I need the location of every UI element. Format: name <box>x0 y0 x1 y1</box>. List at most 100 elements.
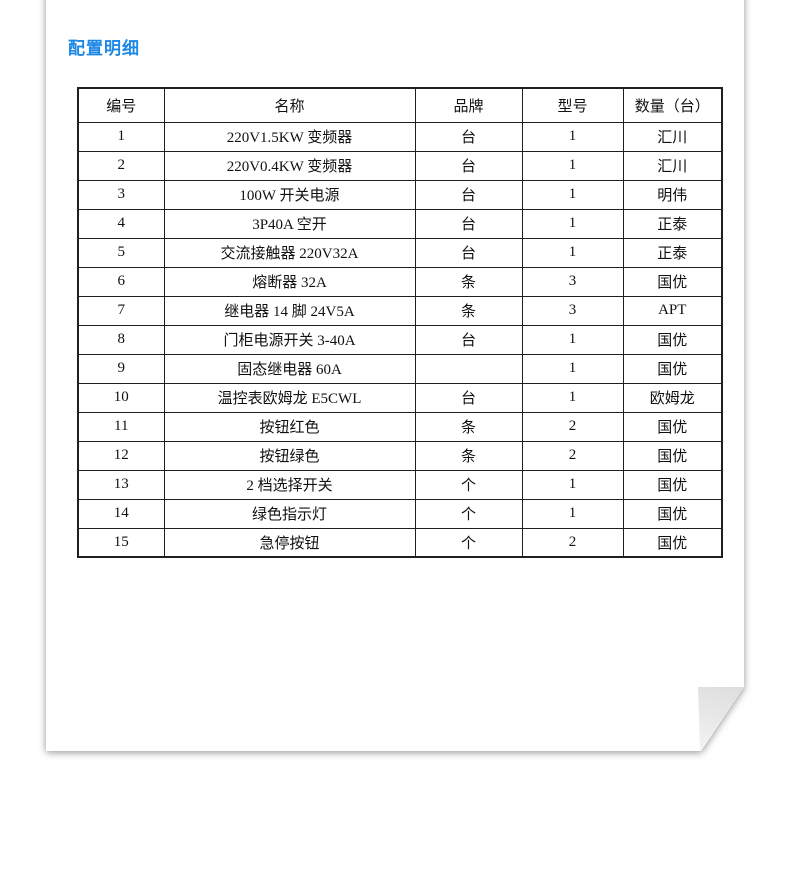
cell: 15 <box>78 528 164 557</box>
cell: 国优 <box>623 325 722 354</box>
cell: 正泰 <box>623 238 722 267</box>
cell: 7 <box>78 296 164 325</box>
cell: 3P40A 空开 <box>164 209 415 238</box>
cell: 13 <box>78 470 164 499</box>
cell: 门柜电源开关 3-40A <box>164 325 415 354</box>
cell: 条 <box>415 296 522 325</box>
cell: 2 <box>522 412 623 441</box>
cell: 220V0.4KW 变频器 <box>164 151 415 180</box>
cell: 10 <box>78 383 164 412</box>
cell: 熔断器 32A <box>164 267 415 296</box>
cell: 台 <box>415 209 522 238</box>
cell: 国优 <box>623 470 722 499</box>
table-row: 11 按钮红色条 2 国优 <box>78 412 722 441</box>
cell: 14 <box>78 499 164 528</box>
table-row: 15 急停按钮个 2 国优 <box>78 528 722 557</box>
page-fold-corner <box>698 687 744 751</box>
cell: 4 <box>78 209 164 238</box>
cell: 条 <box>415 267 522 296</box>
table-row: 2 220V0.4KW 变频器台 1 汇川 <box>78 151 722 180</box>
table-row: 13 2 档选择开关个 1 国优 <box>78 470 722 499</box>
cell: 220V1.5KW 变频器 <box>164 122 415 151</box>
cell: 2 <box>522 528 623 557</box>
cell: 3 <box>522 267 623 296</box>
cell: 条 <box>415 412 522 441</box>
cell: 欧姆龙 <box>623 383 722 412</box>
cell: 1 <box>522 470 623 499</box>
table-row: 14 绿色指示灯个 1 国优 <box>78 499 722 528</box>
cell: 3 <box>522 296 623 325</box>
cell: 100W 开关电源 <box>164 180 415 209</box>
cell: 1 <box>522 180 623 209</box>
cell: 按钮红色 <box>164 412 415 441</box>
header-cell-name: 名称 <box>164 88 415 122</box>
table-body: 1 220V1.5KW 变频器台 1 汇川 2 220V0.4KW 变频器台 1 汇川 3 100… <box>78 122 722 557</box>
cell: 汇川 <box>623 151 722 180</box>
header-cell-brand: 品牌 <box>415 88 522 122</box>
table-row: 6 熔断器 32A 条 3 国优 <box>78 267 722 296</box>
cell: 国优 <box>623 354 722 383</box>
cell: APT <box>623 296 722 325</box>
cell: 个 <box>415 528 522 557</box>
cell: 国优 <box>623 267 722 296</box>
table-row: 3 100W 开关电源台 1 明伟 <box>78 180 722 209</box>
header-cell-model: 型号 <box>522 88 623 122</box>
document-page-wrapper: 配置明细 编号 名称 品牌 型号 数量（台） 1 220V1.5KW 变频器台 1 汇… <box>46 0 744 751</box>
cell: 温控表欧姆龙 E5CWL <box>164 383 415 412</box>
cell: 交流接触器 220V32A <box>164 238 415 267</box>
cell: 9 <box>78 354 164 383</box>
cell: 3 <box>78 180 164 209</box>
cell: 国优 <box>623 499 722 528</box>
cell: 国优 <box>623 528 722 557</box>
cell: 固态继电器 60A <box>164 354 415 383</box>
cell: 2 <box>78 151 164 180</box>
cell: 明伟 <box>623 180 722 209</box>
cell: 绿色指示灯 <box>164 499 415 528</box>
table-row: 8 门柜电源开关 3-40A 台 1 国优 <box>78 325 722 354</box>
cell: 1 <box>522 354 623 383</box>
cell: 8 <box>78 325 164 354</box>
cell: 台 <box>415 383 522 412</box>
cell: 按钮绿色 <box>164 441 415 470</box>
cell: 条 <box>415 441 522 470</box>
cell: 11 <box>78 412 164 441</box>
cell: 台 <box>415 238 522 267</box>
document-page: 配置明细 编号 名称 品牌 型号 数量（台） 1 220V1.5KW 变频器台 1 汇… <box>46 0 744 751</box>
cell: 1 <box>522 122 623 151</box>
cell: 汇川 <box>623 122 722 151</box>
cell: 1 <box>522 238 623 267</box>
cell: 5 <box>78 238 164 267</box>
table-row: 1 220V1.5KW 变频器台 1 汇川 <box>78 122 722 151</box>
header-cell-number: 编号 <box>78 88 164 122</box>
cell: 1 <box>522 209 623 238</box>
parts-table: 编号 名称 品牌 型号 数量（台） 1 220V1.5KW 变频器台 1 汇川 2 220… <box>77 87 723 558</box>
cell: 台 <box>415 151 522 180</box>
cell: 12 <box>78 441 164 470</box>
table-row: 12 按钮绿色条 2 国优 <box>78 441 722 470</box>
table-row: 9 固态继电器 60A 1 国优 <box>78 354 722 383</box>
cell: 1 <box>522 325 623 354</box>
table-row: 4 3P40A 空开台 1 正泰 <box>78 209 722 238</box>
cell: 个 <box>415 499 522 528</box>
table-row: 10 温控表欧姆龙 E5CWL 台 1 欧姆龙 <box>78 383 722 412</box>
cell: 1 <box>522 151 623 180</box>
cell: 国优 <box>623 412 722 441</box>
cell: 1 <box>522 383 623 412</box>
cell: 1 <box>522 499 623 528</box>
cell: 1 <box>78 122 164 151</box>
cell: 个 <box>415 470 522 499</box>
cell: 2 <box>522 441 623 470</box>
cell <box>415 354 522 383</box>
cell: 正泰 <box>623 209 722 238</box>
table-row: 7 继电器 14 脚 24V5A 条 3 APT <box>78 296 722 325</box>
cell: 急停按钮 <box>164 528 415 557</box>
table-row: 5 交流接触器 220V32A 台 1 正泰 <box>78 238 722 267</box>
table-header-row: 编号 名称 品牌 型号 数量（台） <box>78 88 722 122</box>
cell: 台 <box>415 122 522 151</box>
cell: 台 <box>415 325 522 354</box>
cell: 2 档选择开关 <box>164 470 415 499</box>
header-cell-quantity: 数量（台） <box>623 88 722 122</box>
cell: 台 <box>415 180 522 209</box>
cell: 国优 <box>623 441 722 470</box>
